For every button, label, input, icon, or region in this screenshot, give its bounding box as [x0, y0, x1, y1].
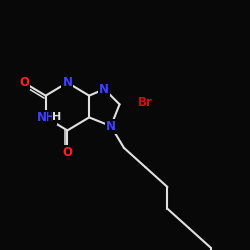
Text: N: N: [99, 83, 109, 96]
Text: N: N: [106, 120, 116, 132]
Text: N: N: [62, 76, 72, 89]
Text: O: O: [19, 76, 29, 89]
Text: H: H: [52, 112, 61, 122]
Text: N: N: [37, 111, 47, 124]
Text: Br: Br: [138, 96, 153, 109]
Text: NH: NH: [36, 111, 56, 124]
Text: O: O: [62, 146, 72, 159]
